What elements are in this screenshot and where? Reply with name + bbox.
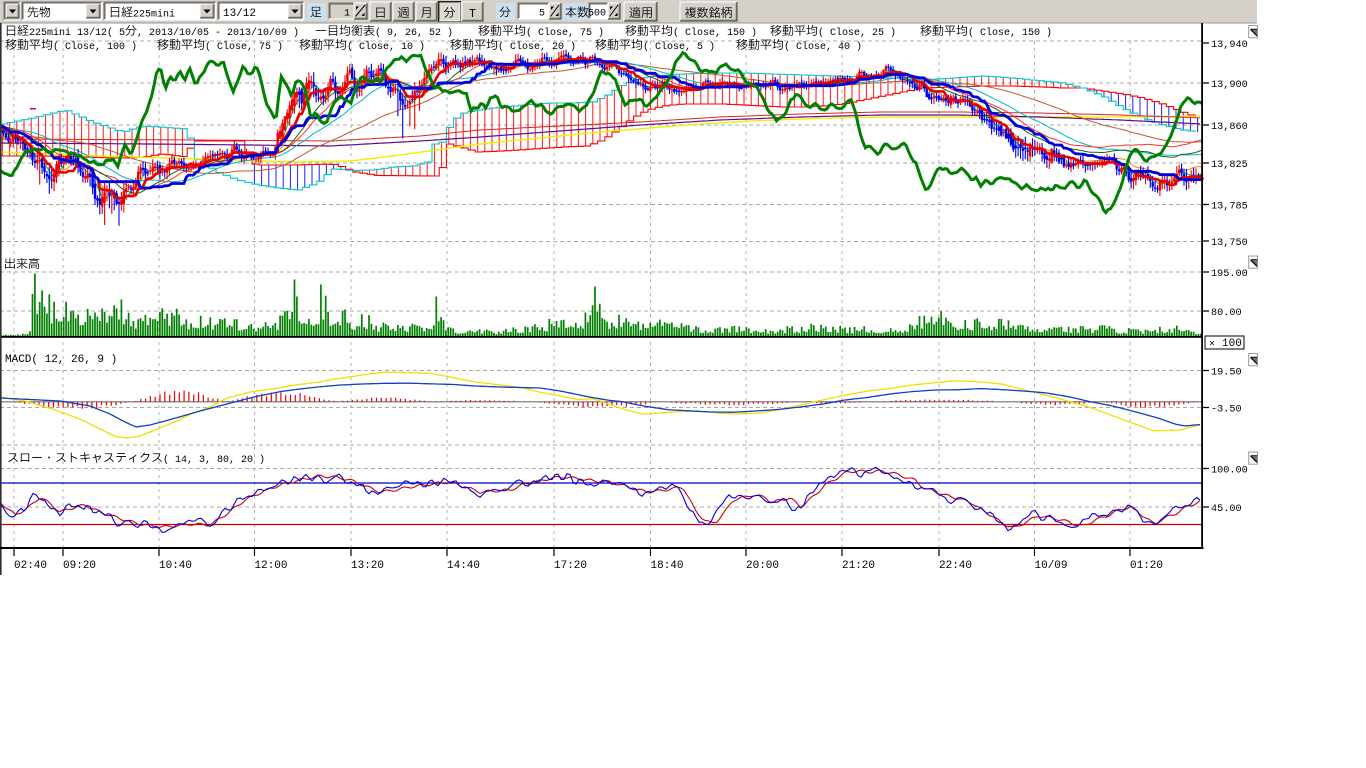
svg-text:21:20: 21:20 [842, 560, 875, 572]
svg-text:195.00: 195.00 [1211, 269, 1248, 280]
svg-text:13,940: 13,940 [1211, 40, 1248, 51]
svg-text:13,900: 13,900 [1211, 80, 1248, 91]
svg-text:( Close, 150 ): ( Close, 150 ) [968, 27, 1052, 39]
svg-text:20:00: 20:00 [746, 560, 779, 572]
svg-text:( 9, 26, 52 ): ( 9, 26, 52 ) [375, 27, 453, 39]
svg-text:( Close, 150 ): ( Close, 150 ) [673, 27, 757, 39]
svg-text:( 14, 3, 80, 20 ): ( 14, 3, 80, 20 ) [163, 454, 265, 466]
svg-text:5: 5 [539, 9, 545, 20]
svg-text:MACD( 12, 26, 9 ): MACD( 12, 26, 9 ) [5, 354, 117, 366]
svg-text:13:20: 13:20 [351, 560, 384, 572]
svg-text:( Close, 20 ): ( Close, 20 ) [498, 41, 576, 53]
svg-text:( Close, 40 ): ( Close, 40 ) [784, 41, 862, 53]
svg-text:225mini 13/12( 5: 225mini 13/12( 5 [29, 27, 125, 39]
svg-text:80.00: 80.00 [1211, 308, 1242, 319]
svg-text:14:40: 14:40 [447, 560, 480, 572]
svg-text:×: × [1209, 340, 1215, 351]
svg-text:01:20: 01:20 [1130, 560, 1163, 572]
svg-text:, 2013/10/05 - 2013/10/09 ): , 2013/10/05 - 2013/10/09 ) [137, 27, 299, 39]
svg-text:10/09: 10/09 [1035, 560, 1068, 572]
svg-text:09:20: 09:20 [63, 560, 96, 572]
svg-text:T: T [469, 7, 476, 21]
svg-text:10:40: 10:40 [159, 560, 192, 572]
svg-text:17:20: 17:20 [554, 560, 587, 572]
svg-text:( Close, 10 ): ( Close, 10 ) [347, 41, 425, 53]
svg-text:500: 500 [588, 9, 606, 20]
svg-text:1: 1 [344, 9, 350, 20]
svg-text:19.50: 19.50 [1211, 368, 1242, 379]
svg-text:13,860: 13,860 [1211, 122, 1248, 133]
svg-text:13/12: 13/12 [223, 8, 256, 20]
svg-text:100.00: 100.00 [1211, 466, 1248, 477]
svg-text:( Close, 5 ): ( Close, 5 ) [643, 41, 715, 53]
svg-text:12:00: 12:00 [255, 560, 288, 572]
svg-text:13,785: 13,785 [1211, 202, 1248, 213]
svg-text:13,750: 13,750 [1211, 238, 1248, 249]
svg-text:45.00: 45.00 [1211, 504, 1242, 515]
svg-text:-3.50: -3.50 [1211, 405, 1242, 416]
svg-text:( Close, 100 ): ( Close, 100 ) [53, 41, 137, 53]
svg-text:22:40: 22:40 [939, 560, 972, 572]
svg-text:( Close, 75 ): ( Close, 75 ) [526, 27, 604, 39]
svg-text:18:40: 18:40 [651, 560, 684, 572]
svg-text:( Close, 25 ): ( Close, 25 ) [818, 27, 896, 39]
svg-text:02:40: 02:40 [14, 560, 47, 572]
svg-text:( Close, 75 ): ( Close, 75 ) [205, 41, 283, 53]
svg-text:13,825: 13,825 [1211, 160, 1248, 171]
svg-text:100: 100 [1222, 338, 1242, 350]
svg-text:225mini: 225mini [133, 9, 175, 21]
